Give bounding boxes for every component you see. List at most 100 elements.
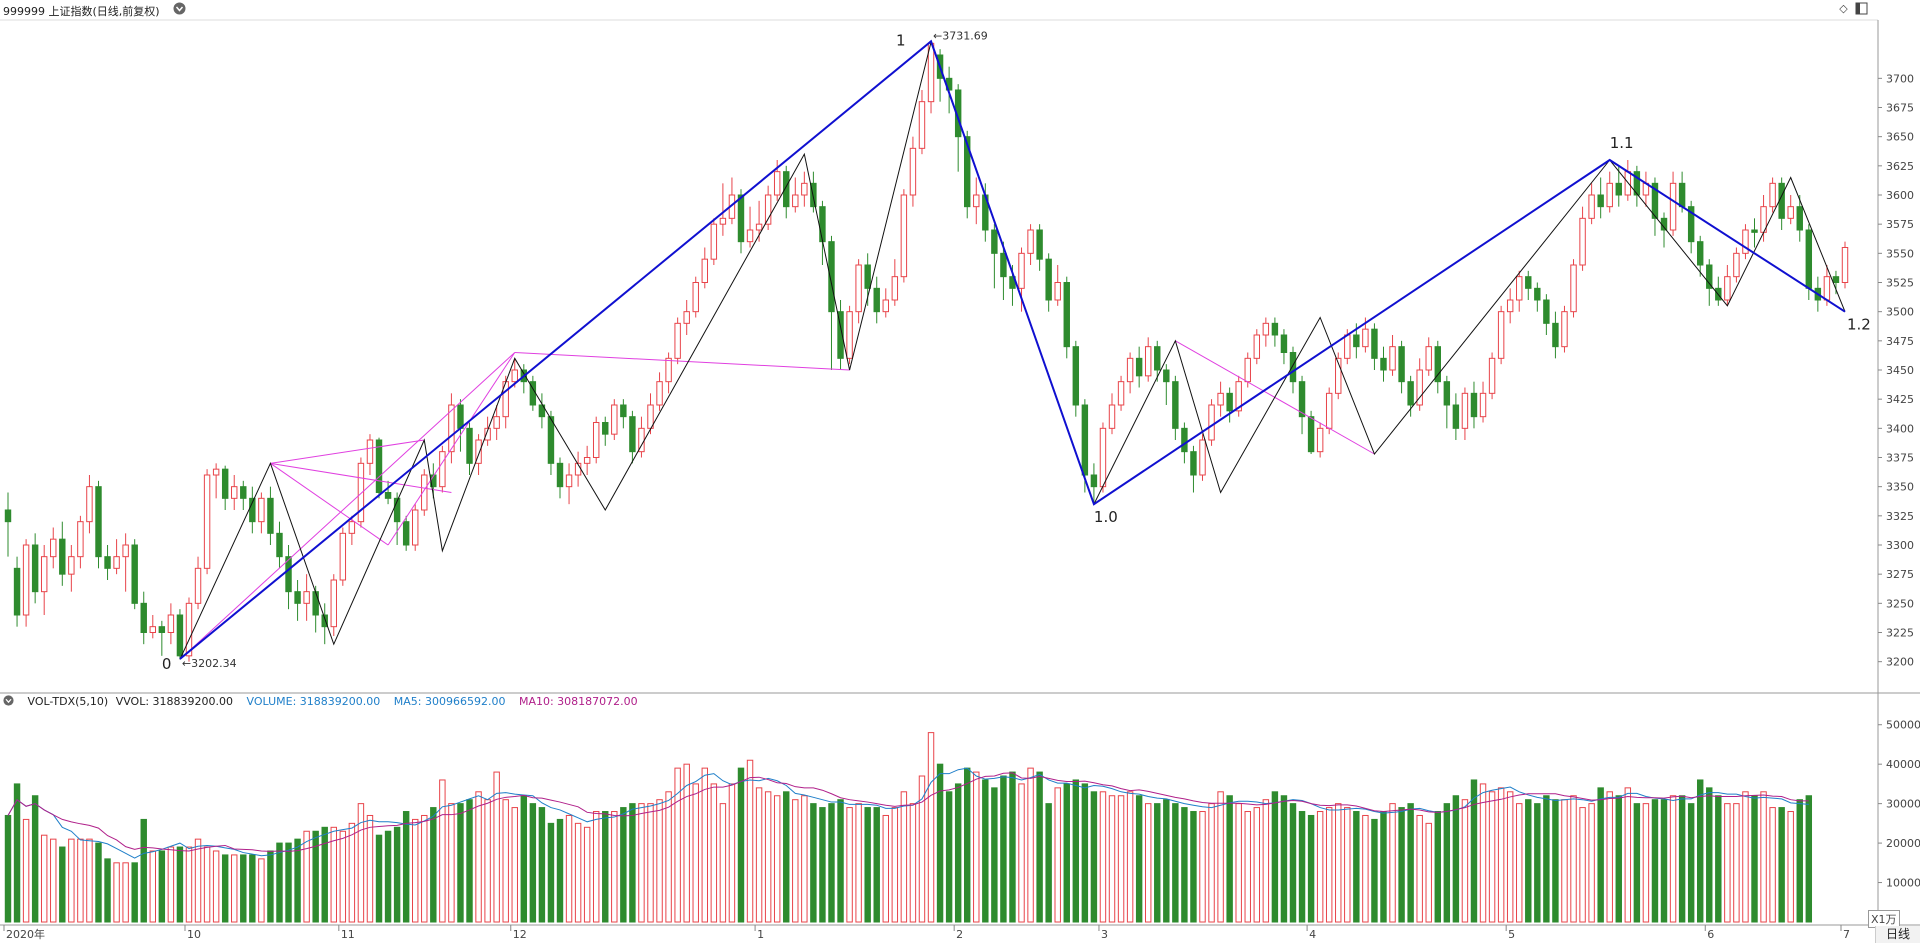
volume-bar	[457, 803, 464, 923]
candle-body	[538, 404, 546, 418]
volume-bar	[312, 830, 319, 923]
candle-body	[457, 404, 464, 429]
volume-collapse-icon[interactable]	[3, 695, 18, 708]
candle-body	[212, 468, 220, 476]
candle-body	[1099, 427, 1107, 488]
volume-bar	[31, 795, 39, 923]
volume-bar	[1769, 807, 1776, 923]
price-tick-label: 3525	[1886, 277, 1914, 290]
price-tick-label: 3500	[1886, 306, 1914, 319]
candle-body	[783, 171, 790, 208]
candle-body	[1497, 311, 1505, 359]
volume-bar	[357, 803, 365, 923]
candle-body	[1506, 299, 1514, 313]
volume-bar	[1027, 767, 1034, 923]
candle-body	[511, 369, 518, 383]
candle-body	[882, 299, 889, 313]
price-tick-label: 3250	[1886, 597, 1914, 610]
candle-body	[918, 101, 926, 149]
channel-line	[270, 462, 452, 493]
volume-bar	[936, 763, 944, 923]
candle-body	[665, 357, 672, 383]
date-tick-label: 7	[1843, 928, 1850, 941]
price-tick-label: 3275	[1886, 568, 1914, 581]
volume-bar	[1199, 811, 1206, 923]
candle-body	[746, 229, 754, 243]
candle-body	[1787, 206, 1794, 219]
volume-bar	[1443, 803, 1451, 923]
candle-body	[221, 468, 229, 499]
candle-body	[122, 544, 129, 558]
candle-body	[1371, 328, 1378, 359]
candle-body	[873, 287, 880, 313]
candle-body	[384, 492, 392, 499]
volume-tick-label: 40000	[1886, 758, 1920, 771]
price-tick-label: 3300	[1886, 539, 1914, 552]
volume-bar	[1742, 791, 1749, 923]
price-tick-label: 3550	[1886, 247, 1914, 260]
candle-body	[674, 322, 681, 359]
candle-body	[1380, 357, 1387, 371]
volume-bar	[240, 854, 247, 923]
volume-bar	[547, 822, 555, 923]
volume-bar	[1036, 771, 1043, 923]
candle-body	[719, 217, 727, 225]
volume-bar	[1715, 795, 1722, 923]
candle-body	[629, 416, 636, 453]
volume-bar	[1416, 814, 1423, 923]
volume-bar	[728, 783, 736, 923]
panel-toggle-icon[interactable]	[1855, 2, 1868, 15]
candle-body	[1000, 252, 1007, 278]
volume-bar	[1172, 803, 1179, 923]
volume-bar	[303, 830, 310, 923]
volume-bar	[1534, 803, 1541, 923]
candle-body	[710, 223, 718, 260]
price-tick-label: 3600	[1886, 189, 1914, 202]
candle-body	[855, 264, 862, 313]
period-button[interactable]: 日线	[1875, 926, 1920, 943]
volume-bar	[348, 822, 356, 923]
volume-tick-label: 10000	[1886, 877, 1920, 890]
low-price-label: ←3202.34	[182, 657, 237, 670]
volume-bar	[1371, 818, 1378, 923]
volume-bar	[366, 814, 374, 923]
channel-line	[387, 352, 516, 546]
volume-tick-label: 50000	[1886, 719, 1920, 732]
candle-body	[964, 136, 971, 208]
candle-body	[493, 416, 500, 429]
volume-bar	[421, 814, 428, 923]
candle-body	[1063, 282, 1070, 348]
volume-bar	[683, 763, 690, 923]
volume-bar	[656, 799, 663, 923]
volume-bar	[448, 803, 455, 923]
candle-body	[973, 194, 980, 208]
candle-body	[267, 497, 274, 534]
price-tick-label: 3400	[1886, 422, 1914, 435]
candle-body	[1624, 171, 1632, 196]
candle-body	[484, 427, 491, 441]
candle-body	[22, 544, 30, 616]
volume-bar	[873, 807, 880, 923]
chevron-down-icon[interactable]	[173, 2, 186, 15]
candle-body	[1172, 381, 1179, 429]
candle-body	[31, 544, 39, 593]
channel-line	[270, 462, 389, 546]
diamond-icon[interactable]: ◇	[1839, 2, 1848, 15]
candle-body	[1398, 346, 1405, 383]
candle-body	[1579, 217, 1586, 266]
volume-bar	[1606, 791, 1613, 923]
candle-body	[421, 474, 428, 511]
candle-body	[1108, 404, 1116, 429]
candle-body	[348, 521, 356, 534]
candle-body	[1144, 346, 1152, 377]
vvol-value: VVOL: 318839200.00	[115, 695, 234, 708]
candle-body	[249, 497, 256, 523]
candle-body	[1316, 427, 1324, 453]
volume-bar	[973, 771, 980, 923]
volume-bar	[68, 838, 75, 923]
candle-body	[1651, 182, 1659, 219]
candle-body	[375, 439, 383, 493]
candle-body	[1796, 206, 1803, 231]
price-tick-label: 3475	[1886, 335, 1914, 348]
volume-bar	[1706, 787, 1713, 923]
